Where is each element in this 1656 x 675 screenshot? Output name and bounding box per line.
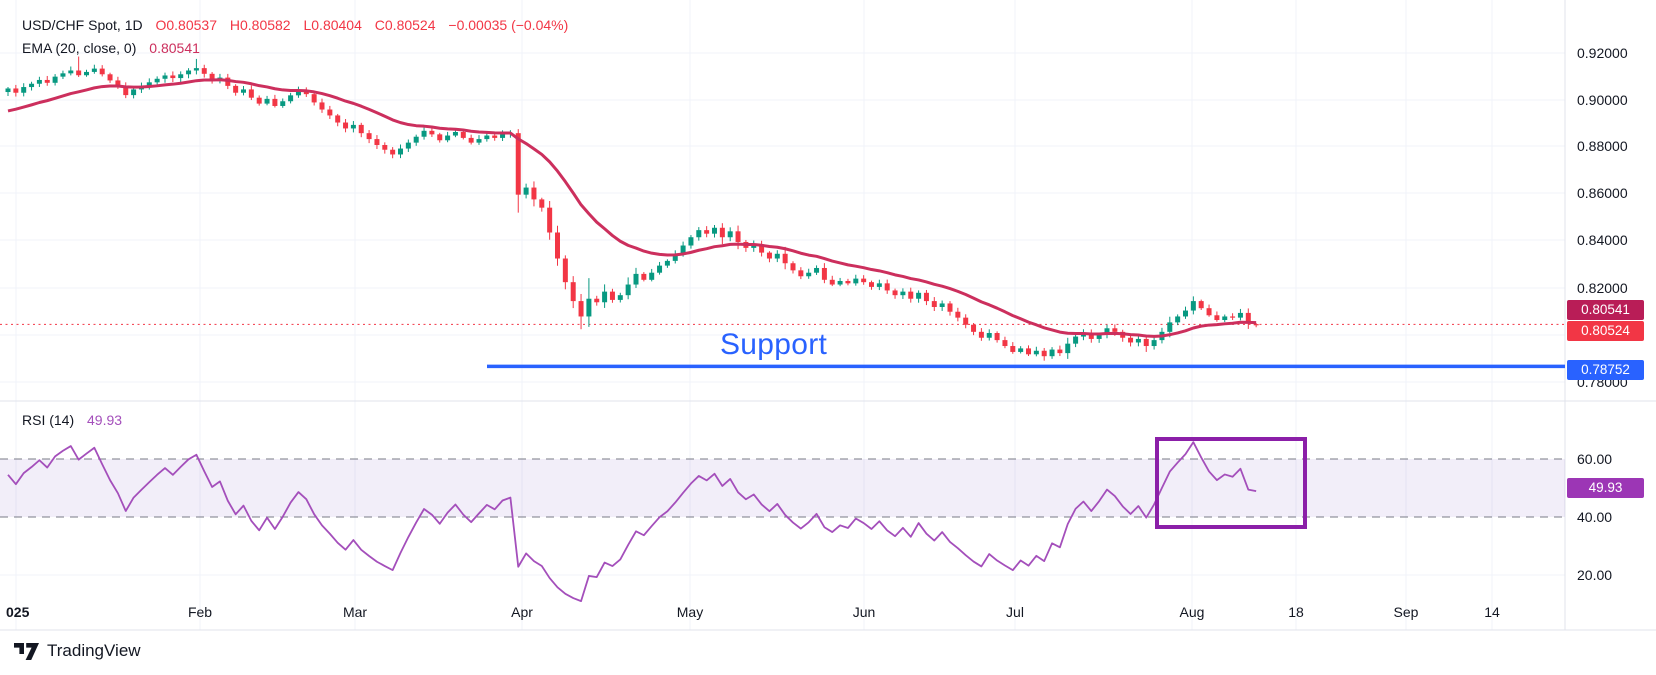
price-tick-label: 0.84000 — [1577, 232, 1628, 248]
rsi-legend[interactable]: RSI (14) 49.93 — [22, 412, 122, 428]
ema-line[interactable] — [7, 78, 1257, 338]
rsi-legend-label: RSI (14) — [22, 412, 75, 428]
time-tick-label: Sep — [1393, 604, 1419, 620]
last-price-badge: 0.80524 — [1567, 321, 1644, 341]
grid-lines — [0, 0, 1565, 630]
time-tick-label: Aug — [1179, 604, 1205, 620]
rsi-legend-value: 49.93 — [87, 412, 123, 428]
time-tick-label: 14 — [1484, 604, 1500, 620]
time-tick-label: Jun — [852, 604, 876, 620]
ema-legend-label: EMA (20, close, 0) — [22, 40, 137, 56]
time-tick-label: Apr — [511, 604, 533, 620]
time-tick-label: 18 — [1288, 604, 1304, 620]
tradingview-logo-text: TradingView — [47, 641, 141, 660]
ohlc-close: C0.80524 — [374, 17, 436, 33]
rsi-line[interactable] — [7, 441, 1257, 603]
price-tick-label: 0.92000 — [1577, 45, 1628, 61]
rsi-value-badge: 49.93 — [1567, 478, 1644, 498]
price-tick-label: 0.86000 — [1577, 185, 1628, 201]
time-tick-label: Feb — [187, 604, 213, 620]
time-tick-label: Jul — [1006, 604, 1024, 620]
symbol-title[interactable]: USD/CHF Spot, 1D — [22, 17, 143, 33]
rsi-band — [0, 459, 1565, 517]
change-value: −0.00035 (−0.04%) — [448, 17, 569, 33]
tradingview-logo[interactable]: TradingView — [14, 641, 141, 661]
rsi-tick-label: 60.00 — [1577, 451, 1613, 467]
time-tick-label: 025 — [6, 604, 30, 620]
rsi-tick-label: 40.00 — [1577, 509, 1613, 525]
price-tick-label: 0.90000 — [1577, 92, 1628, 108]
annotation-rectangle[interactable] — [1155, 437, 1307, 529]
ema-legend[interactable]: EMA (20, close, 0) 0.80541 — [22, 40, 200, 56]
time-tick-label: May — [676, 604, 704, 620]
ema-price-badge: 0.80541 — [1567, 300, 1644, 320]
tradingview-logo-icon — [14, 642, 39, 660]
ohlc-open: O0.80537 — [155, 17, 217, 33]
ema-legend-value: 0.80541 — [149, 40, 200, 56]
rsi-tick-label: 20.00 — [1577, 567, 1613, 583]
symbol-legend[interactable]: USD/CHF Spot, 1D O0.80537 H0.80582 L0.80… — [22, 17, 568, 33]
support-annotation-text[interactable]: Support — [720, 328, 828, 361]
time-tick-label: Mar — [342, 604, 368, 620]
candlestick-series[interactable] — [5, 56, 1259, 361]
price-tick-label: 0.82000 — [1577, 280, 1628, 296]
price-tick-label: 0.88000 — [1577, 138, 1628, 154]
ohlc-low: L0.80404 — [303, 17, 362, 33]
ohlc-high: H0.80582 — [229, 17, 291, 33]
support-price-badge: 0.78752 — [1567, 360, 1644, 380]
